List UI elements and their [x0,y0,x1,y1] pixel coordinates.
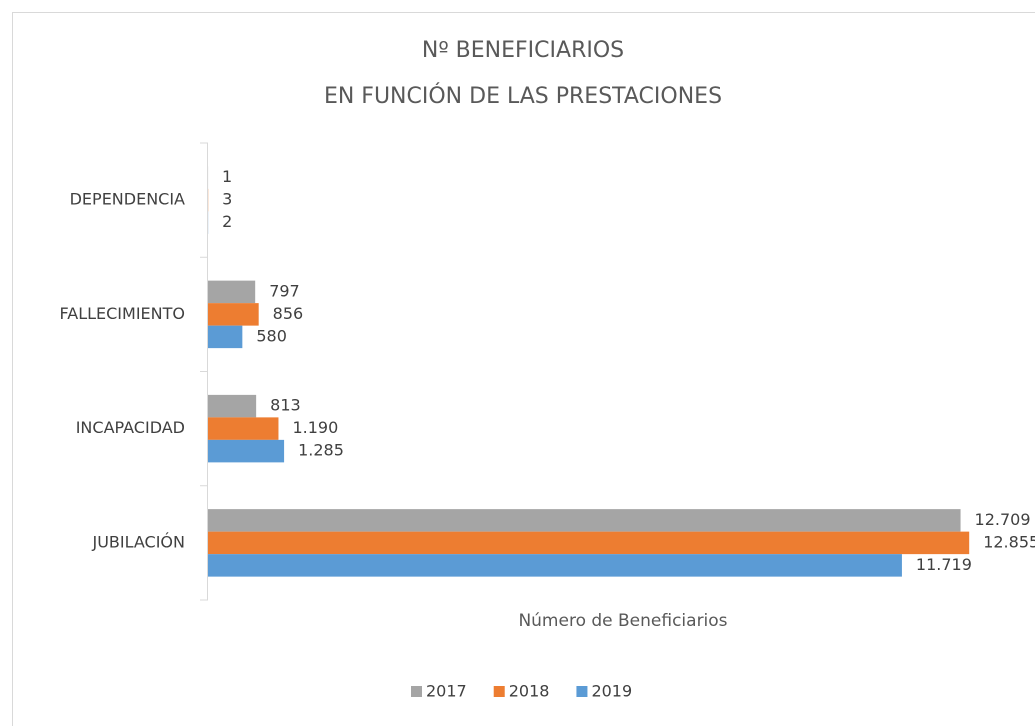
bar [208,417,279,440]
chart-subtitle: EN FUNCIÓN DE LAS PRESTACIONES [324,83,722,109]
legend-label: 2017 [426,682,467,701]
y-tick-label: JUBILACIÓN [91,532,185,551]
value-label: 2 [222,212,232,231]
value-label: 580 [256,326,287,345]
value-label: 11.719 [916,555,972,574]
bar [208,325,243,349]
value-label: 1.285 [298,441,344,460]
bar [208,394,257,418]
value-label: 1 [222,167,232,186]
bar [208,554,902,577]
y-tick-label: DEPENDENCIA [70,190,185,209]
legend-swatch [411,686,422,697]
chart-border [12,12,1035,726]
legend-swatch [576,686,588,697]
legend-swatch [493,686,505,697]
bar [208,509,961,532]
value-label: 1.190 [292,418,338,437]
value-label: 856 [273,304,304,323]
y-tick-label: INCAPACIDAD [76,418,185,437]
bar [208,280,256,304]
value-label: 3 [222,190,232,209]
bar [208,303,259,326]
chart-title: Nº BENEFICIARIOS [422,38,624,63]
x-axis-label: Número de Beneficiarios [518,611,727,631]
value-label: 12.709 [975,510,1031,529]
value-label: 797 [269,281,300,300]
bar [208,531,970,555]
bar [208,439,285,463]
legend-label: 2018 [509,682,550,701]
value-label: 813 [270,396,301,415]
value-label: 12.855 [983,532,1035,551]
y-tick-label: FALLECIMIENTO [60,304,185,323]
legend-label: 2019 [591,682,632,701]
